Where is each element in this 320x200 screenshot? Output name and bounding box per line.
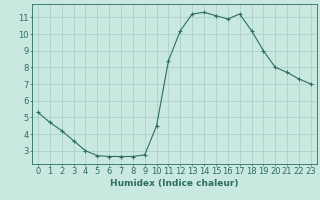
X-axis label: Humidex (Indice chaleur): Humidex (Indice chaleur) xyxy=(110,179,239,188)
